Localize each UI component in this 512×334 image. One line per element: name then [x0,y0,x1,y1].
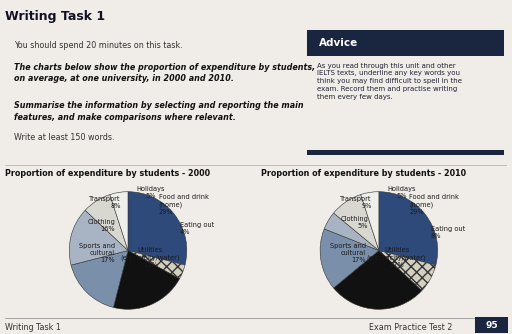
Wedge shape [128,250,185,279]
Bar [307,150,504,155]
Text: Summarise the information by selecting and reporting the main
features, and make: Summarise the information by selecting a… [14,102,304,122]
Text: Food and drink
(home)
29%: Food and drink (home) 29% [159,194,208,215]
Text: Exam Practice Test 2: Exam Practice Test 2 [369,323,452,332]
Text: Writing Task 1: Writing Task 1 [5,323,61,332]
Text: Advice: Advice [319,38,358,48]
Wedge shape [71,250,128,307]
Wedge shape [379,192,438,265]
Wedge shape [128,192,187,265]
Text: Food and drink
(home)
29%: Food and drink (home) 29% [410,194,459,215]
Text: Utilities
(electricity/water)
21%: Utilities (electricity/water) 21% [121,247,180,268]
Text: As you read through this unit and other
IELTS texts, underline any key words you: As you read through this unit and other … [317,63,462,100]
Text: 95: 95 [485,321,498,330]
Text: Eating out
4%: Eating out 4% [180,222,214,235]
Wedge shape [334,195,379,250]
Text: Holidays
5%: Holidays 5% [387,186,415,199]
Text: Transport
8%: Transport 8% [90,196,121,209]
Text: Write at least 150 words.: Write at least 150 words. [14,133,115,142]
Text: Transport
9%: Transport 9% [340,196,372,209]
Text: Sports and
cultural
17%: Sports and cultural 17% [79,243,115,264]
Wedge shape [361,192,379,250]
Wedge shape [113,250,180,309]
Wedge shape [110,192,128,250]
Text: Holidays
5%: Holidays 5% [136,186,164,199]
Text: Utilities
(electricity/water)
27%: Utilities (electricity/water) 27% [367,247,426,268]
Text: Clothing
16%: Clothing 16% [87,219,115,232]
Wedge shape [320,229,379,288]
Wedge shape [334,250,422,309]
Text: The charts below show the proportion of expenditure by students,
on average, at : The charts below show the proportion of … [14,63,315,83]
Wedge shape [85,195,128,250]
Wedge shape [69,210,128,265]
Text: You should spend 20 minutes on this task.: You should spend 20 minutes on this task… [14,41,183,50]
Text: Writing Task 1: Writing Task 1 [5,10,105,23]
Wedge shape [379,250,436,291]
Wedge shape [324,213,379,250]
Bar [475,317,508,333]
Text: Proportion of expenditure by students - 2010: Proportion of expenditure by students - … [261,169,466,178]
Text: Clothing
5%: Clothing 5% [340,216,368,229]
Text: Proportion of expenditure by students - 2000: Proportion of expenditure by students - … [5,169,210,178]
Text: Sports and
cultural
17%: Sports and cultural 17% [330,243,366,264]
Text: Eating out
8%: Eating out 8% [431,226,465,239]
Bar [307,30,504,56]
